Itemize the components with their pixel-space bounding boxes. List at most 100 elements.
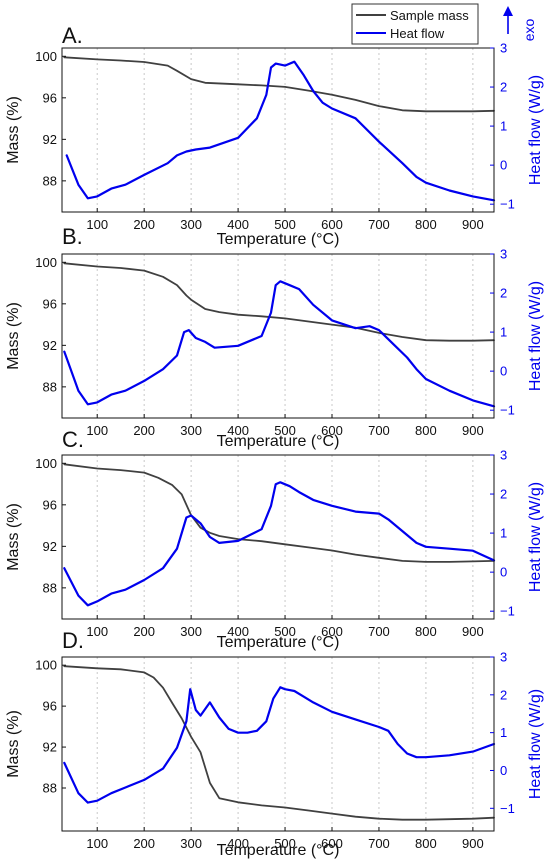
legend-mass-label: Sample mass bbox=[390, 8, 469, 23]
plot-frame bbox=[61, 47, 495, 213]
x-tick-label: 300 bbox=[180, 624, 202, 639]
y-right-tick-label: 0 bbox=[500, 565, 507, 580]
y-right-tick-label: 2 bbox=[500, 286, 507, 301]
x-tick-label: 200 bbox=[133, 836, 155, 851]
y-tick-label: 96 bbox=[43, 296, 57, 311]
sample-mass-line bbox=[63, 56, 495, 113]
y-right-tick-label: −1 bbox=[500, 604, 515, 619]
chart-panels: 100 200 300 400 500 600 700 800 900889296100−101… bbox=[5, 23, 544, 859]
x-tick-label: 700 bbox=[368, 836, 390, 851]
y-right-tick-label: 3 bbox=[500, 650, 507, 665]
y-right-tick-label: 1 bbox=[500, 526, 507, 541]
exo-indicator: exo bbox=[503, 6, 537, 41]
y-right-tick-label: 1 bbox=[500, 325, 507, 340]
x-axis-title: Temperature (°C) bbox=[217, 231, 340, 248]
y-axis-title: Mass (%) bbox=[5, 710, 22, 778]
y-right-tick-label: 0 bbox=[500, 158, 507, 173]
plot-frame bbox=[61, 253, 495, 419]
sample-mass-line bbox=[63, 463, 495, 563]
y-right-tick-label: 3 bbox=[500, 448, 507, 463]
y-axis-title: Mass (%) bbox=[5, 302, 22, 370]
heat-flow-line bbox=[65, 60, 496, 202]
heat-flow-line bbox=[63, 280, 496, 408]
y-right-tick-label: 2 bbox=[500, 80, 507, 95]
y-right-tick-label: 0 bbox=[500, 763, 507, 778]
y-tick-label: 92 bbox=[43, 539, 57, 554]
x-tick-label: 400 bbox=[227, 217, 249, 232]
x-tick-label: 200 bbox=[133, 217, 155, 232]
y-right-axis-title: Heat flow (W/g) bbox=[527, 281, 544, 391]
y-right-tick-label: −1 bbox=[500, 197, 515, 212]
x-tick-label: 400 bbox=[227, 836, 249, 851]
x-tick-label: 900 bbox=[462, 624, 484, 639]
y-right-axis-title: Heat flow (W/g) bbox=[527, 75, 544, 185]
y-tick-label: 100 bbox=[35, 49, 57, 64]
x-tick-label: 700 bbox=[368, 423, 390, 438]
x-tick-label: 500 bbox=[274, 217, 296, 232]
y-right-axis-title: Heat flow (W/g) bbox=[527, 482, 544, 592]
x-tick-label: 100 bbox=[86, 624, 108, 639]
x-tick-label: 100 bbox=[86, 836, 108, 851]
x-tick-label: 600 bbox=[321, 217, 343, 232]
y-right-tick-label: 1 bbox=[500, 119, 507, 134]
y-tick-label: 96 bbox=[43, 90, 57, 105]
legend-heat-label: Heat flow bbox=[390, 26, 445, 41]
y-axis-title: Mass (%) bbox=[5, 96, 22, 164]
chart-panel-d: 100 200 300 400 500 600 700 800 900 88 92 96 100 −1 0 1… bbox=[5, 628, 544, 859]
x-tick-label: 600 bbox=[321, 624, 343, 639]
x-tick-label: 200 bbox=[133, 624, 155, 639]
x-tick-label: 500 bbox=[274, 836, 296, 851]
x-tick-label: 700 bbox=[368, 217, 390, 232]
y-axis-title: Mass (%) bbox=[5, 503, 22, 571]
x-tick-label: 800 bbox=[415, 624, 437, 639]
panel-label: B. bbox=[62, 224, 83, 249]
plot-frame bbox=[61, 454, 495, 620]
x-axis-title: Temperature (°C) bbox=[217, 842, 340, 859]
y-right-tick-label: 2 bbox=[500, 687, 507, 702]
y-right-tick-label: 3 bbox=[500, 247, 507, 262]
y-tick-label: 92 bbox=[43, 740, 57, 755]
x-tick-label: 300 bbox=[180, 217, 202, 232]
y-tick-label: 92 bbox=[43, 132, 57, 147]
y-tick-label: 88 bbox=[43, 173, 57, 188]
chart-panel-a: 100 200 300 400 500 600 700 800 900 88 92 96 100 −1 0 1… bbox=[5, 23, 544, 248]
x-tick-label: 800 bbox=[415, 836, 437, 851]
y-right-tick-label: 2 bbox=[500, 487, 507, 502]
x-tick-label: 600 bbox=[321, 423, 343, 438]
x-tick-label: 800 bbox=[415, 217, 437, 232]
y-tick-label: 88 bbox=[43, 580, 57, 595]
x-tick-label: 400 bbox=[227, 423, 249, 438]
x-tick-label: 500 bbox=[274, 423, 296, 438]
y-tick-label: 96 bbox=[43, 699, 57, 714]
x-tick-label: 300 bbox=[180, 836, 202, 851]
x-axis-title: Temperature (°C) bbox=[217, 433, 340, 450]
y-right-tick-label: −1 bbox=[500, 403, 515, 418]
heat-flow-line bbox=[63, 686, 496, 804]
x-tick-label: 600 bbox=[321, 836, 343, 851]
x-tick-label: 200 bbox=[133, 423, 155, 438]
y-tick-label: 100 bbox=[35, 255, 57, 270]
sample-mass-line bbox=[63, 262, 495, 342]
x-tick-label: 900 bbox=[462, 423, 484, 438]
x-tick-label: 900 bbox=[462, 836, 484, 851]
y-tick-label: 88 bbox=[43, 781, 57, 796]
chart-panel-b: 100 200 300 400 500 600 700 800 900 88 92 96 100 −1 0 1… bbox=[5, 224, 544, 450]
exo-label: exo bbox=[521, 19, 537, 42]
x-tick-label: 700 bbox=[368, 624, 390, 639]
panel-label: A. bbox=[62, 23, 83, 48]
y-right-tick-label: −1 bbox=[500, 801, 515, 816]
y-right-tick-label: 0 bbox=[500, 364, 507, 379]
x-axis-title: Temperature (°C) bbox=[217, 634, 340, 651]
x-tick-label: 100 bbox=[86, 217, 108, 232]
x-tick-label: 400 bbox=[227, 624, 249, 639]
y-tick-label: 88 bbox=[43, 379, 57, 394]
y-right-tick-label: 3 bbox=[500, 41, 507, 56]
x-tick-label: 100 bbox=[86, 423, 108, 438]
y-tick-label: 100 bbox=[35, 456, 57, 471]
x-tick-label: 300 bbox=[180, 423, 202, 438]
y-right-axis-title: Heat flow (W/g) bbox=[527, 689, 544, 799]
legend-frame bbox=[351, 3, 479, 45]
x-tick-label: 500 bbox=[274, 624, 296, 639]
panel-label: C. bbox=[62, 427, 84, 452]
y-tick-label: 96 bbox=[43, 497, 57, 512]
